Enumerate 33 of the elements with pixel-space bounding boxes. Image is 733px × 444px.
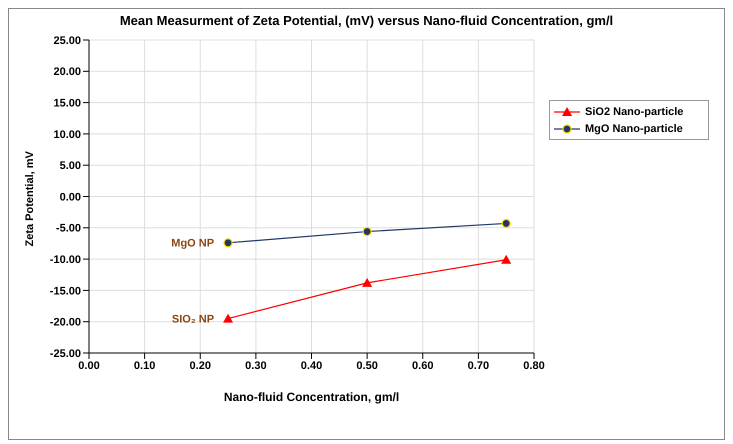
- x-tick-label: 0.20: [190, 360, 211, 372]
- point: [502, 218, 511, 228]
- point: [501, 254, 512, 264]
- chart-title: Mean Measurment of Zeta Potential, (mV) versus Nano-fluid Concentration, gm/l: [118, 13, 614, 28]
- legend-label: MgO Nano-particle: [585, 122, 683, 134]
- x-tick-label: 0.80: [523, 360, 545, 372]
- y-tick-label: 10.00: [53, 128, 81, 141]
- y-tick-label: -5.00: [56, 222, 81, 235]
- y-tick-label: 25.00: [53, 34, 81, 47]
- x-tick-label: 0.10: [134, 360, 156, 372]
- y-tick-label: -25.00: [50, 348, 81, 360]
- x-tick-label: 0.40: [300, 360, 322, 372]
- annotation: MgO NP: [171, 238, 214, 250]
- y-tick-label: -20.00: [50, 316, 81, 329]
- x-axis-title: Nano-fluid Concentration, gm/l: [224, 390, 400, 404]
- x-tick-label: 0.60: [412, 360, 434, 372]
- x-tick-label: 0.00: [78, 360, 100, 372]
- y-tick-label: 20.00: [53, 66, 81, 78]
- y-tick-label: -15.00: [50, 285, 81, 298]
- y-tick-label: -10.00: [50, 254, 81, 266]
- legend-label: SiO2 Nano-particle: [585, 106, 684, 118]
- point: [223, 238, 233, 248]
- x-tick-label: 0.30: [245, 360, 267, 372]
- y-tick-label: 5.00: [60, 160, 81, 172]
- point: [362, 226, 372, 236]
- x-tick-label: 0.50: [356, 360, 378, 372]
- y-tick-label: 0.00: [60, 191, 81, 204]
- y-axis-title: Zeta Potential, mV: [24, 150, 36, 246]
- point: [223, 314, 234, 323]
- point: [362, 278, 372, 287]
- annotation: SIO₂ NP: [172, 313, 214, 326]
- y-tick-label: 15.00: [53, 98, 81, 110]
- x-tick-label: 0.70: [468, 360, 490, 372]
